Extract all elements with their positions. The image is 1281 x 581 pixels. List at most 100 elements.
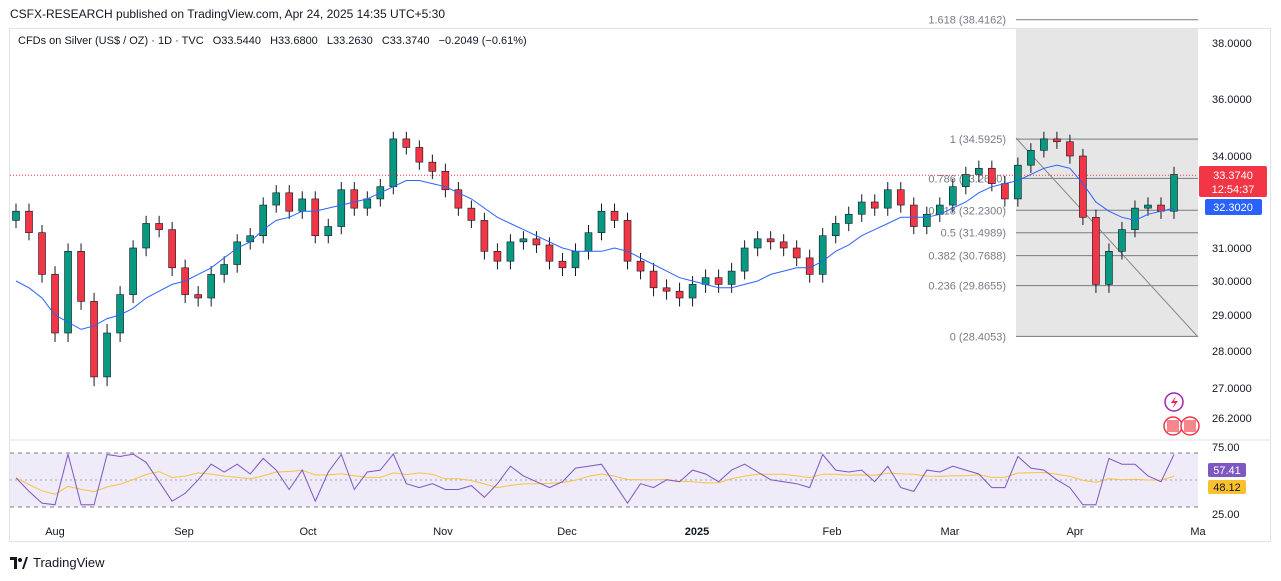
candle-body: [753, 238, 762, 249]
candle-body: [1118, 229, 1126, 252]
price-badge-value: 33.3740: [1213, 170, 1253, 182]
chart-frame: [9, 28, 1271, 542]
legend-close: C33.3740: [381, 35, 430, 47]
symbol-legend[interactable]: CFDs on Silver (US$ / OZ) · 1D · TVC O33…: [18, 35, 527, 47]
candle-body: [441, 171, 450, 191]
candle-body: [493, 251, 502, 262]
rsi-upper-label: 75.00: [1212, 442, 1240, 454]
candle-body: [623, 220, 632, 262]
time-axis[interactable]: Aug Sep Oct Nov Dec 2025 Feb Mar Apr Ma: [45, 526, 1206, 538]
candle-body: [467, 207, 476, 221]
candle-body: [1144, 204, 1152, 209]
candle-body: [415, 147, 424, 163]
candle-body: [883, 189, 892, 209]
legend-symbol: CFDs on Silver (US$ / OZ): [18, 35, 149, 47]
time-tick-label: Mar: [941, 526, 960, 538]
publisher-caption: CSFX-RESEARCH published on TradingView.c…: [10, 7, 446, 21]
price-tick-label: 28.0000: [1212, 346, 1252, 358]
candle-body: [1105, 251, 1113, 285]
legend-source: TVC: [181, 35, 204, 47]
candle-body: [975, 167, 983, 175]
candle-body: [649, 270, 658, 289]
tradingview-logo-icon: [10, 556, 28, 569]
candle-body: [896, 189, 905, 206]
candle-body: [142, 223, 150, 249]
candle-body: [90, 301, 98, 378]
candle-body: [545, 244, 554, 262]
candle-body: [337, 189, 346, 227]
candle-body: [25, 210, 33, 233]
legend-high: H33.6800: [270, 35, 318, 47]
us-flag-stripes-1: [1167, 420, 1179, 432]
candle-body: [220, 264, 228, 275]
time-tick-label: Feb: [823, 526, 842, 538]
candle-body: [259, 204, 268, 237]
candle-body: [12, 210, 20, 221]
candle-body: [298, 198, 307, 212]
candle-body: [610, 210, 619, 221]
fib-level-label: 1.618 (38.4162): [928, 15, 1006, 27]
legend-interval: 1D: [157, 35, 173, 47]
price-badge: 33.3740 12:54:37: [1199, 166, 1267, 197]
candle-body: [285, 192, 294, 212]
candle-body: [1092, 217, 1100, 285]
price-axis[interactable]: 38.0000 36.0000 34.0000 31.0000 30.0000 29.00…: [1212, 38, 1252, 425]
legend-open: O33.5440: [212, 35, 262, 47]
candle-body: [597, 210, 606, 233]
rsi-pane[interactable]: 75.00 25.00 57.41 48.12: [10, 442, 1246, 521]
ma-badge: 32.3020: [1205, 199, 1262, 215]
candle-body: [350, 189, 359, 209]
candle-body: [194, 294, 202, 299]
candle-body: [988, 167, 996, 184]
lightning-icon-glyph: [1171, 396, 1178, 409]
tradingview-brand[interactable]: TradingView: [10, 555, 105, 570]
price-tick-label: 30.0000: [1212, 276, 1252, 288]
candle-body: [1001, 183, 1009, 200]
price-tick-label: 34.0000: [1212, 151, 1252, 163]
candle-body: [584, 232, 593, 252]
candle-body: [480, 220, 489, 252]
candle-body: [1027, 150, 1035, 166]
price-badge-countdown: 12:54:37: [1212, 184, 1255, 196]
candle-body: [688, 284, 697, 299]
indicator-icons[interactable]: [1163, 392, 1200, 436]
candle-body: [675, 290, 684, 299]
candle-body: [246, 235, 255, 243]
price-tick-label: 27.0000: [1212, 383, 1252, 395]
time-tick-label: 2025: [685, 526, 709, 538]
fib-trend-line: [1015, 137, 1199, 338]
candle-body: [506, 241, 515, 262]
rsi-value-badge: [1208, 463, 1246, 477]
candle-body: [116, 294, 124, 334]
fib-level-label: 1 (34.5925): [950, 134, 1006, 146]
legend-sep-2: ·: [175, 35, 182, 47]
candle-body: [272, 192, 281, 206]
brand-name: TradingView: [33, 555, 105, 570]
candle-body: [1040, 138, 1048, 151]
candle-body: [1053, 138, 1061, 143]
fib-level-label: 0.236 (29.8655): [928, 281, 1006, 293]
candle-body: [168, 229, 176, 269]
moving-average-line: [15, 164, 1175, 330]
time-tick-label: Aug: [45, 526, 65, 538]
candle-body: [662, 287, 671, 292]
candle-body: [428, 161, 437, 172]
candle-body: [818, 235, 827, 275]
candle-body: [766, 238, 775, 243]
time-tick-label: Sep: [174, 526, 194, 538]
candle-body: [870, 201, 879, 209]
candle-body: [831, 223, 840, 237]
rsi-value-label: 57.41: [1213, 465, 1241, 477]
fib-level-label: 0.5 (31.4989): [941, 228, 1006, 240]
candle-body: [844, 213, 853, 224]
candle-body: [311, 198, 320, 237]
candle-body: [727, 270, 736, 285]
candle-body: [962, 174, 970, 187]
candle-body: [64, 251, 72, 334]
candle-body: [571, 251, 580, 269]
candle-body: [389, 138, 398, 187]
price-tick-label: 29.0000: [1212, 310, 1252, 322]
candle-body: [155, 223, 163, 230]
candle-body: [532, 238, 541, 246]
